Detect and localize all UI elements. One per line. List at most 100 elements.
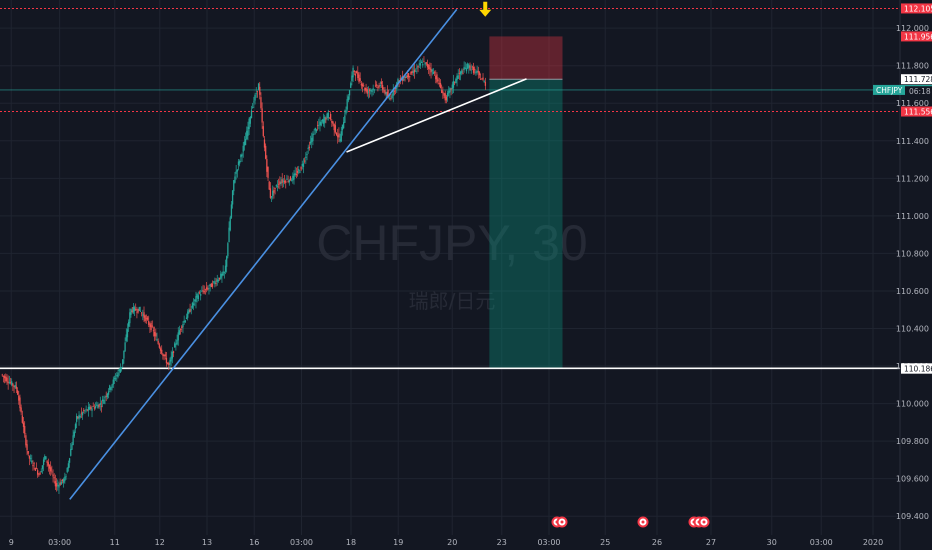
candle-body [372,88,374,90]
candle-body [293,173,295,180]
candle-body [145,318,148,320]
candle-body [426,63,429,68]
uptrend-line[interactable] [69,8,458,500]
candle-body [393,90,396,92]
candle-body [68,458,71,463]
current-price-label: CHFJPY · 111.671 [876,86,932,95]
candle-body [273,189,275,193]
candle-body [2,375,5,377]
candle-body [115,378,117,380]
candle-body [247,126,249,136]
candle-body [120,366,123,369]
x-tick-label: 11 [110,538,120,547]
candle-body [59,483,61,485]
candle-body [81,412,84,416]
y-tick-label: 110.400 [896,325,929,334]
candle-body [438,83,440,84]
candle-body [231,190,234,205]
candle-body [236,169,238,172]
candle-body [20,407,22,413]
candle-body [246,130,248,140]
candle-body [203,290,205,293]
candle-body [321,119,324,122]
candle-body [344,115,346,123]
candle-body [15,386,18,389]
candle-body [110,387,112,391]
candle-body [48,464,51,469]
candle-body [346,99,348,110]
candle-body [139,310,142,312]
candle-body [275,185,277,187]
candle-body [457,75,459,79]
candle-body [35,467,38,469]
candle-body [269,188,272,198]
candle-body [340,131,342,142]
trendlines[interactable] [69,8,527,500]
candle-body [188,309,190,314]
candle-body [138,306,140,311]
candle-body [174,343,176,348]
short-position-tool[interactable] [489,36,563,369]
y-tick-label: 109.800 [896,437,929,446]
arrow-down-icon [479,1,492,17]
candle-body [257,83,260,91]
candle-body [292,175,294,181]
candle-body [143,312,145,318]
candle-body [6,377,8,382]
candle-body [455,79,457,84]
candle-body [254,94,256,101]
candle-body [151,325,153,327]
time-axis[interactable]: 9 03:00 11 12 13 16 03:00 18 19 20 23 03:00 25 26 27 30… [9,538,883,547]
candle-body [322,119,325,124]
candle-body [25,435,27,446]
candle-body [18,395,20,401]
candle-body [196,293,198,298]
candle-body [478,72,481,76]
candle-body [379,85,381,87]
candle-body [243,141,246,146]
candle-body [217,279,220,282]
candle-body [335,133,338,135]
candle-body [191,302,194,308]
candle-body [474,68,476,71]
candle-body [89,406,91,410]
candle-body [213,281,215,283]
candle-body [431,69,433,72]
candle-body [389,98,391,100]
x-tick-label: 23 [497,538,507,547]
candle-body [416,67,418,69]
candle-body [106,393,109,398]
candle-body [135,308,137,311]
candle-body [155,333,157,337]
candle-body [281,179,283,183]
candle-body [262,126,264,137]
candle-body [316,125,319,126]
candle-body [127,321,130,327]
candle-body [420,62,423,64]
candle-body [233,180,235,192]
support-trendline[interactable] [346,78,527,153]
candle-body [103,399,105,404]
horizontal-lines[interactable] [0,7,900,370]
markers [479,1,492,17]
candle-body [259,86,261,95]
candle-body [132,307,135,313]
candle-body [195,296,197,303]
current-price-tag [873,84,932,95]
candle-body [39,472,41,475]
candle-body [386,91,388,97]
candle-body [105,396,107,397]
candle-body [270,196,273,198]
candle-body [240,154,242,158]
candle-body [265,145,267,159]
candle-body [202,290,204,292]
economic-events[interactable] [551,516,710,528]
candle-body [368,89,371,92]
candle-body [31,460,33,463]
candle-body [5,376,7,382]
price-label-bg [901,31,932,42]
candle-body [183,320,185,323]
x-tick-label: 03:00 [537,538,560,547]
candle-body [72,435,74,446]
